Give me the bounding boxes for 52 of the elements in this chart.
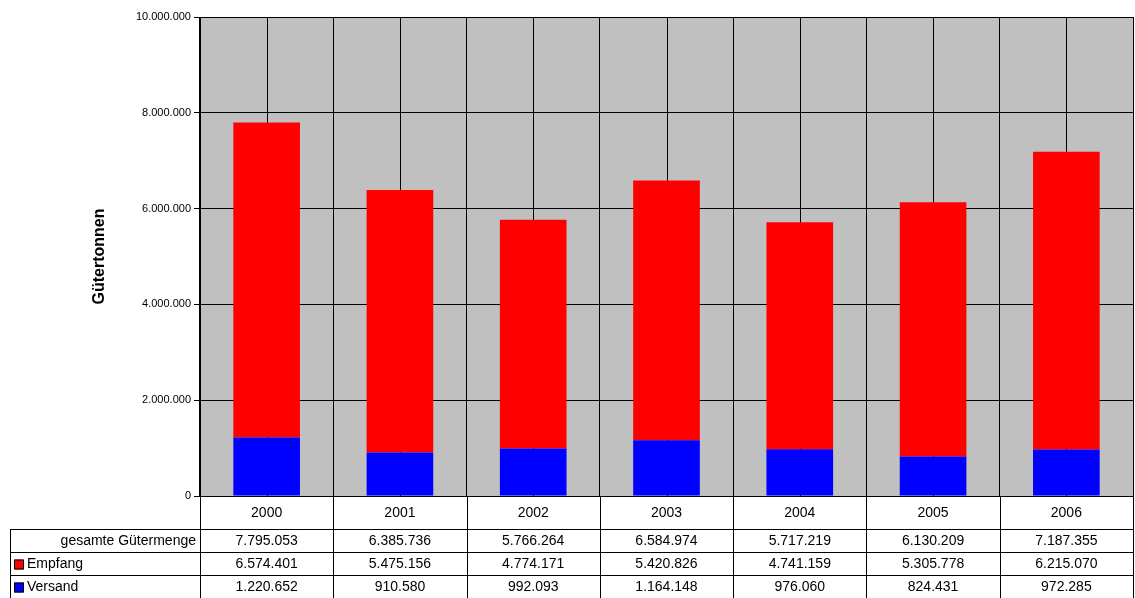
data-label: 6.215.070 <box>1035 555 1098 572</box>
data-label: 4.741.159 <box>768 555 832 572</box>
data-label: 992.093 <box>507 578 559 595</box>
y-tick-label: 2.000.000 <box>142 393 191 406</box>
total-label: 5.717.219 <box>768 532 832 549</box>
total-label: 7.187.355 <box>1035 532 1098 549</box>
x-tick-label: 2000 <box>251 504 283 521</box>
total-label: 6.584.974 <box>635 532 698 549</box>
bar <box>1033 151 1100 450</box>
bar <box>233 122 300 438</box>
data-label: 5.420.826 <box>635 555 698 572</box>
data-label: 972.285 <box>1041 578 1092 595</box>
x-tick-label: 2001 <box>384 504 416 521</box>
bar <box>633 440 700 496</box>
data-label: 976.060 <box>774 578 826 595</box>
y-tick-label: 8.000.000 <box>142 105 191 118</box>
data-label: 6.574.401 <box>235 555 298 572</box>
bar <box>633 180 700 441</box>
bar <box>899 456 967 496</box>
total-label: 7.795.053 <box>235 532 298 549</box>
bar <box>899 202 967 457</box>
bar <box>366 452 434 496</box>
x-tick-label: 2002 <box>517 504 549 521</box>
y-tick-label: 10.000.000 <box>135 10 191 23</box>
text: gesamte Gütermenge <box>60 532 197 549</box>
bar <box>766 449 834 496</box>
x-tick-label: 2006 <box>1050 504 1083 521</box>
bar <box>499 448 567 496</box>
y-tick-label: 6.000.000 <box>142 201 191 214</box>
total-label: 6.130.209 <box>901 532 965 549</box>
bar <box>766 222 834 450</box>
data-label: 910.580 <box>374 578 426 595</box>
y-axis-title: Gütertonnen <box>90 208 108 305</box>
bar <box>233 437 300 496</box>
y-tick-label: 0 <box>184 489 191 502</box>
x-tick-label: 2005 <box>917 504 949 521</box>
data-label: 4.774.171 <box>502 555 565 572</box>
data-label: 824.431 <box>907 578 959 595</box>
total-label: 5.766.264 <box>502 532 565 549</box>
bar <box>499 219 567 449</box>
legend-label: Empfang <box>27 555 84 572</box>
data-label: 5.305.778 <box>901 555 965 572</box>
data-label: 5.475.156 <box>368 555 432 572</box>
x-tick-label: 2003 <box>650 504 683 521</box>
y-tick-label: 4.000.000 <box>142 297 191 310</box>
total-label: 6.385.736 <box>368 532 432 549</box>
bar <box>1033 449 1100 496</box>
data-label: 1.164.148 <box>635 578 698 595</box>
data-label: 1.220.652 <box>235 578 298 595</box>
legend-label: Versand <box>27 578 79 595</box>
x-tick-label: 2004 <box>784 504 816 521</box>
bar <box>366 190 434 453</box>
